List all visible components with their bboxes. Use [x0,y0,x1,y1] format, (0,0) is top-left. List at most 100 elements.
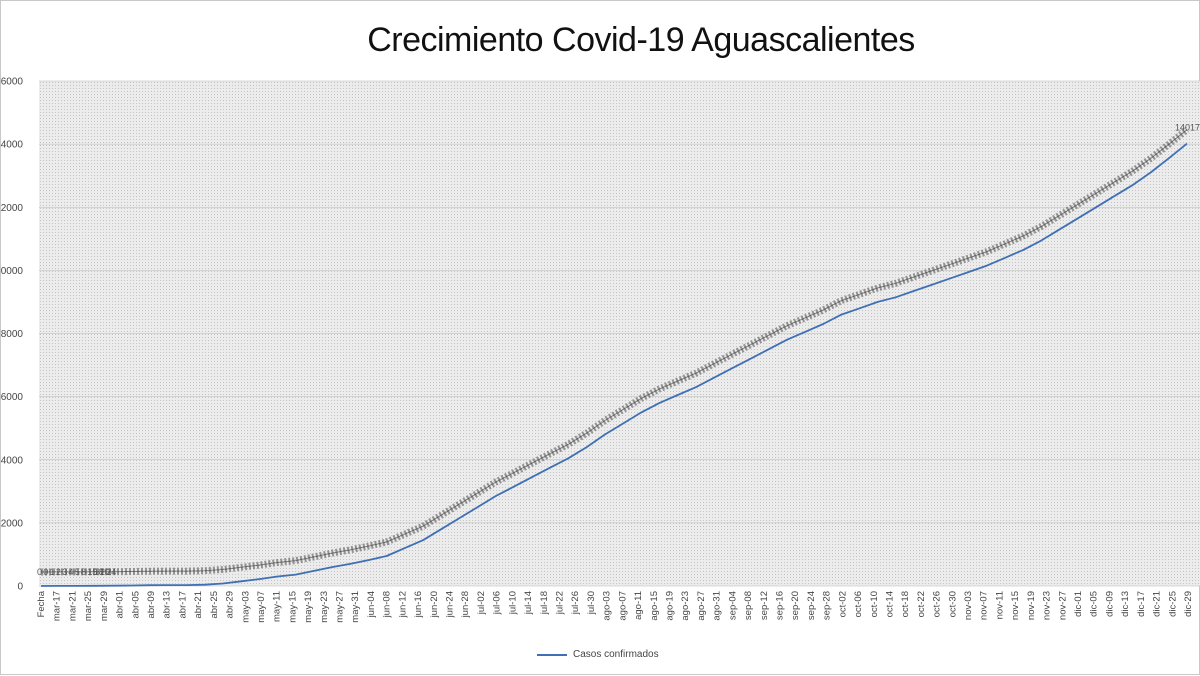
x-tick-label: nov-11 [994,591,1005,619]
x-tick-label: jun-12 [397,591,408,618]
x-tick-label: jul-14 [523,591,534,615]
x-tick-label: sep-08 [743,591,754,620]
x-tick-label: oct-10 [869,591,880,617]
legend-swatch [537,653,567,656]
x-tick-label: oct-30 [947,591,958,617]
y-tick-label: 12000 [1,203,23,214]
data-label: 24 [106,567,116,577]
x-tick-label: Fecha [36,590,47,617]
x-tick-label: abr-05 [130,591,141,618]
x-tick-label: oct-18 [900,591,911,617]
data-label: 0 [43,567,48,577]
data-label: 8 [81,567,86,577]
x-tick-label: abr-09 [146,591,157,618]
x-tick-label: dic-13 [1120,591,1131,617]
x-tick-label: mar-17 [52,591,63,621]
y-tick-label: 10000 [1,266,23,277]
y-tick-label: 4000 [1,455,23,466]
x-tick-label: jun-24 [445,591,456,618]
y-tick-label: 0 [17,582,23,593]
x-tick-label: dic-17 [1136,591,1147,617]
x-tick-label: jun-28 [460,591,471,618]
x-tick-label: ago-23 [680,591,691,621]
x-tick-label: abr-17 [177,591,188,618]
y-tick-label: 8000 [1,329,23,340]
x-tick-label: nov-15 [1010,591,1021,620]
x-tick-label: may-23 [319,591,330,623]
x-tick-label: may-03 [240,591,251,623]
chart-title: Crecimiento Covid-19 Aguascalientes [367,21,915,59]
x-tick-label: mar-29 [99,591,110,621]
legend-label: Casos confirmados [573,649,659,660]
data-label: 5 [75,567,80,577]
x-tick-label: oct-02 [837,591,848,617]
data-label-band-core [40,129,1188,573]
x-tick-label: abr-25 [209,591,220,618]
x-tick-label: may-15 [287,591,298,623]
legend: Casos confirmados [537,649,659,660]
x-tick-label: ago-11 [633,591,644,620]
x-tick-label: may-27 [335,591,346,623]
x-tick-label: nov-03 [963,591,974,620]
x-tick-label: ago-07 [617,591,628,621]
x-tick-label: jul-26 [570,591,581,615]
y-tick-label: 14000 [1,140,23,151]
x-tick-label: ago-27 [696,591,707,621]
data-label: 20 [100,567,110,577]
x-tick-label: nov-07 [979,591,990,620]
x-tick-label: mar-21 [67,591,78,621]
x-tick-label: may-31 [350,591,361,623]
x-tick-label: sep-12 [759,591,770,620]
data-label: 0 [37,567,42,577]
x-tick-label: dic-01 [1073,591,1084,617]
x-tick-label: sep-20 [790,591,801,620]
x-tick-label: sep-28 [822,591,833,620]
data-label: 2 [56,567,61,577]
x-tick-label: sep-16 [774,591,785,620]
x-tick-label: ago-31 [712,591,723,621]
data-label: 18 [94,567,104,577]
x-tick-label: ago-19 [664,591,675,621]
data-label: 4 [69,567,74,577]
x-tick-label: jul-10 [507,591,518,615]
x-tick-label: oct-22 [916,591,927,617]
x-tick-label: dic-21 [1152,591,1163,617]
data-label: 1 [50,567,55,577]
x-tick-label: abr-29 [225,591,236,618]
x-tick-label: mar-25 [83,591,94,621]
data-label-last: 14017 [1175,123,1200,133]
x-tick-label: nov-23 [1042,591,1053,620]
x-tick-label: jul-30 [586,591,597,615]
x-tick-label: jul-22 [555,591,566,615]
x-tick-label: may-11 [272,591,283,622]
x-tick-label: may-19 [303,591,314,623]
x-tick-label: jun-04 [366,591,377,618]
data-label: 3 [62,567,67,577]
x-tick-label: jul-18 [539,591,550,615]
x-tick-label: abr-13 [162,591,173,618]
y-tick-label: 6000 [1,392,23,403]
x-tick-label: ago-03 [602,591,613,621]
data-label: 15 [87,567,97,577]
x-tick-label: ago-15 [649,591,660,621]
x-tick-label: jun-08 [382,591,393,618]
x-tick-label: jun-16 [413,591,424,618]
y-tick-label: 2000 [1,518,23,529]
x-tick-label: may-07 [256,591,267,623]
x-tick-label: oct-14 [884,591,895,617]
x-tick-label: dic-09 [1104,591,1115,617]
x-tick-label: sep-24 [806,591,817,620]
x-tick-label: abr-01 [115,591,126,618]
x-tick-label: oct-26 [932,591,943,617]
x-tick-label: jul-06 [492,591,503,615]
y-tick-label: 16000 [1,77,23,88]
x-tick-label: oct-06 [853,591,864,617]
x-tick-label: jul-02 [476,591,487,615]
x-tick-label: dic-25 [1167,591,1178,617]
x-tick-label: nov-19 [1026,591,1037,620]
series-line-casos-confirmados [40,142,1188,587]
x-tick-label: dic-29 [1183,591,1194,617]
x-tick-label: nov-27 [1057,591,1068,620]
